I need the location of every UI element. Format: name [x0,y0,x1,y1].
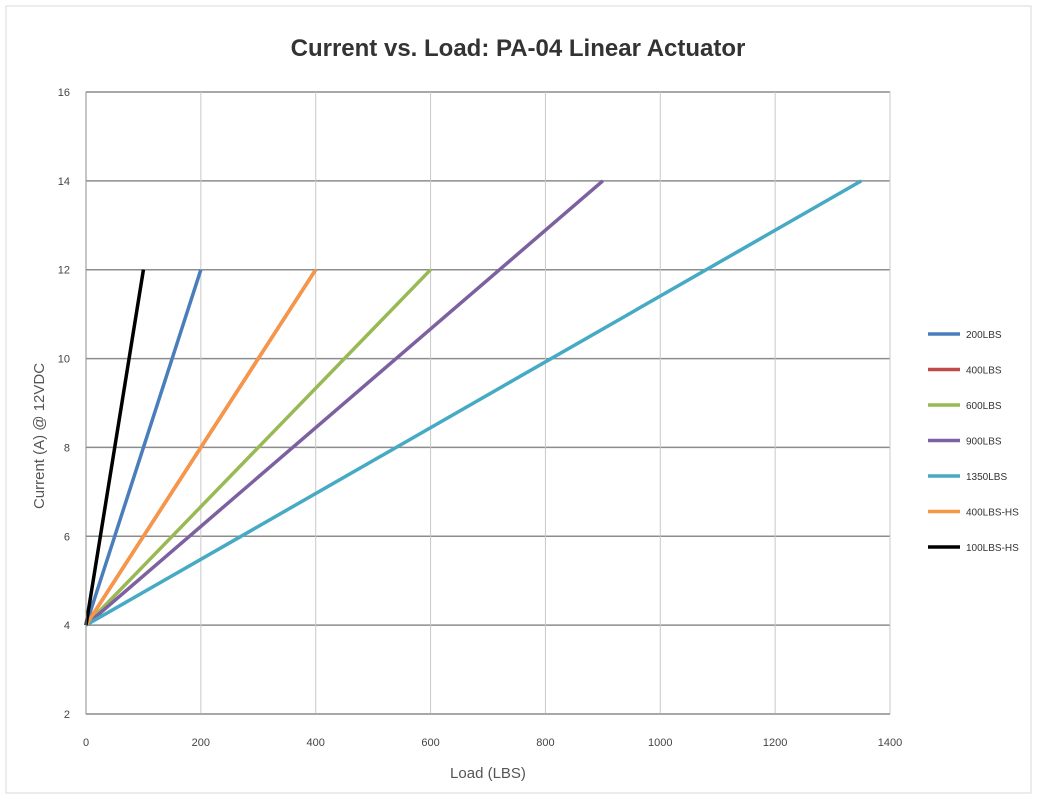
y-tick-label: 4 [64,620,70,632]
y-tick-label: 12 [58,265,70,277]
series-lines [84,179,863,627]
x-axis-label: Load (LBS) [450,765,526,782]
legend: 200LBS 400LBS 600LBS 900LBS 1350LBS 400LBS-HS… [928,330,1019,554]
legend-entry: 400LBS-HS [966,508,1019,519]
y-tick-label: 2 [64,709,70,721]
y-tick-label: 8 [64,442,70,454]
legend-entry: 1350LBS [966,472,1007,483]
series-line-100lbs-hs [84,269,146,626]
x-tick-label: 800 [536,737,554,749]
x-tick-label: 0 [83,737,89,749]
y-tick-label: 16 [58,87,70,99]
axis-ticks: 2 4 6 8 10 12 14 16 0 200 400 600 800 1000 1200 1400 [58,87,902,749]
y-tick-label: 14 [58,176,70,188]
series-line-1350lbs [85,179,863,627]
x-tick-label: 1200 [763,737,787,749]
y-tick-label: 6 [64,531,70,543]
x-tick-label: 1000 [648,737,672,749]
series-line-600lbs [84,268,432,627]
series-line-200lbs [84,269,203,626]
x-tick-label: 400 [307,737,325,749]
chart-border [5,5,1032,794]
legend-entry: 600LBS [966,401,1002,412]
legend-entry: 200LBS [966,330,1002,341]
y-tick-label: 10 [58,354,70,366]
y-axis-label: Current (A) @ 12VDC [31,363,48,509]
legend-entry: 100LBS-HS [966,543,1019,554]
chart-title: Current vs. Load: PA-04 Linear Actuator [291,35,746,62]
legend-entry: 900LBS [966,437,1002,448]
series-line-900lbs [84,179,604,627]
x-tick-label: 600 [421,737,439,749]
x-tick-label: 200 [192,737,210,749]
series-line-400lbs-hs [84,268,318,627]
legend-entry: 400LBS [966,366,1002,377]
x-tick-label: 1400 [878,737,902,749]
